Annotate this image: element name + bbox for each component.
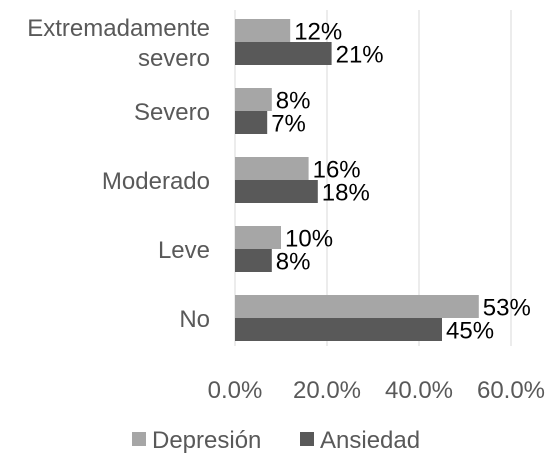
data-label: 10%: [285, 226, 333, 253]
category-label: severo: [138, 45, 210, 72]
bar: [235, 226, 281, 249]
bar: [235, 111, 268, 134]
category-labels: Extremadamente severo Severo Moderado Leve No: [27, 15, 210, 333]
bar: [235, 42, 332, 65]
bar: [235, 88, 272, 111]
x-tick-labels: 0.0% 20.0% 40.0% 60.0%: [208, 377, 545, 404]
x-tick-label: 0.0%: [208, 377, 263, 404]
data-label: 12%: [294, 19, 342, 46]
bar: [235, 157, 309, 180]
category-label: Extremadamente: [27, 15, 210, 42]
legend-label: Ansiedad: [320, 427, 420, 454]
bars: [235, 19, 479, 341]
legend-label: Depresión: [152, 427, 261, 454]
data-label: 45%: [446, 318, 494, 345]
bar: [235, 318, 442, 341]
data-label: 21%: [336, 42, 384, 69]
data-label: 8%: [276, 88, 311, 115]
category-label: Severo: [134, 99, 210, 126]
bar: [235, 295, 479, 318]
data-label: 8%: [276, 249, 311, 276]
legend-swatch: [132, 432, 146, 446]
bar: [235, 249, 272, 272]
data-label: 53%: [483, 295, 531, 322]
legend: Depresión Ansiedad: [132, 427, 420, 454]
category-label: Moderado: [102, 168, 210, 195]
category-label: No: [179, 306, 210, 333]
x-tick-label: 40.0%: [385, 377, 453, 404]
bar: [235, 19, 291, 42]
data-label: 7%: [271, 111, 306, 138]
category-label: Leve: [158, 237, 210, 264]
data-labels: 12%21%8%7%16%18%10%8%53%45%: [271, 19, 531, 345]
bar: [235, 180, 318, 203]
legend-swatch: [300, 432, 314, 446]
data-label: 18%: [322, 180, 370, 207]
x-tick-label: 60.0%: [477, 377, 545, 404]
x-tick-label: 20.0%: [293, 377, 361, 404]
data-label: 16%: [313, 157, 361, 184]
